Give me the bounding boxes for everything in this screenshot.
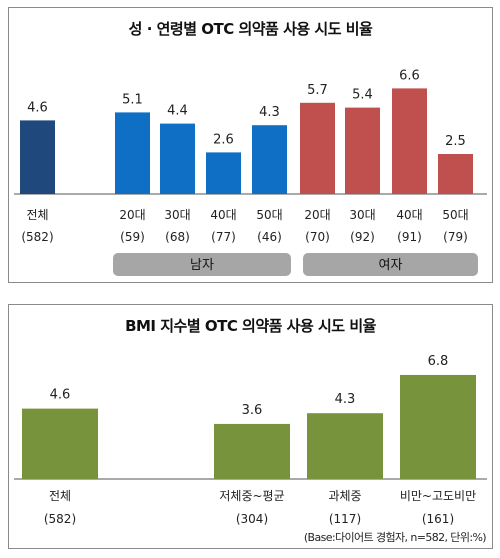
tick-label: 전체: [49, 489, 71, 503]
bar: [214, 423, 290, 479]
tick-sample-size: (161): [422, 512, 454, 526]
tick-label: 비만~고도비만: [400, 489, 476, 503]
data-label: 2.6: [213, 132, 234, 147]
tick-label: 40대: [396, 208, 422, 222]
data-label: 5.1: [122, 92, 143, 107]
tick-sample-size: (59): [120, 230, 145, 244]
group-label-box: [113, 253, 291, 276]
bar: [20, 120, 55, 194]
tick-label: 과체중: [328, 489, 361, 503]
bar: [392, 88, 427, 194]
tick-sample-size: (91): [397, 230, 422, 244]
bar: [22, 408, 98, 479]
tick-sample-size: (68): [165, 230, 190, 244]
data-label: 4.6: [27, 100, 48, 115]
tick-sample-size: (92): [350, 230, 375, 244]
data-label: 4.3: [259, 105, 280, 120]
tick-label: 저체중~평균: [219, 489, 284, 503]
bar: [438, 154, 473, 194]
data-label: 6.6: [399, 68, 420, 83]
tick-label: 전체: [26, 208, 48, 222]
tick-sample-size: (582): [44, 512, 76, 526]
data-label: 4.3: [335, 392, 356, 407]
tick-label: 30대: [349, 208, 375, 222]
data-label: 4.4: [167, 104, 188, 119]
tick-sample-size: (70): [305, 230, 330, 244]
tick-label: 20대: [119, 208, 145, 222]
bar: [252, 125, 287, 194]
tick-sample-size: (304): [236, 512, 268, 526]
tick-label: 50대: [256, 208, 282, 222]
tick-sample-size: (117): [329, 512, 361, 526]
data-label: 5.7: [307, 83, 328, 98]
tick-sample-size: (582): [21, 230, 53, 244]
data-label: 6.8: [428, 354, 449, 369]
group-label: 여자: [379, 258, 403, 273]
tick-label: 20대: [304, 208, 330, 222]
data-label: 2.5: [445, 134, 466, 149]
tick-label: 30대: [164, 208, 190, 222]
tick-label: 40대: [210, 208, 236, 222]
bar: [300, 102, 335, 194]
bar: [160, 123, 195, 194]
bar-chart-sex-age: 4.6 전체 (582) 5.1 20대 (59) 4.4 30대 (68) 2.6 40대 (77)…: [14, 68, 487, 276]
chart-title: 성 · 연령별 OTC 의약품 사용 시도 비율: [128, 20, 373, 38]
tick-sample-size: (77): [211, 230, 236, 244]
bar: [307, 413, 383, 479]
bar: [400, 374, 476, 479]
tick-label: 50대: [442, 208, 468, 222]
chart-title: BMI 지수별 OTC 의약품 사용 시도 비율: [125, 317, 376, 335]
data-label: 4.6: [50, 388, 71, 403]
group-label-box: [303, 253, 478, 276]
footnote: (Base:다이어트 경험자, n=582, 단위:%): [303, 531, 487, 544]
data-label: 5.4: [352, 88, 373, 103]
bar: [345, 107, 380, 194]
group-label: 남자: [190, 258, 214, 273]
tick-sample-size: (79): [443, 230, 468, 244]
tick-sample-size: (46): [257, 230, 282, 244]
bar: [206, 152, 241, 194]
data-label: 3.6: [242, 403, 263, 418]
bar: [115, 112, 150, 194]
